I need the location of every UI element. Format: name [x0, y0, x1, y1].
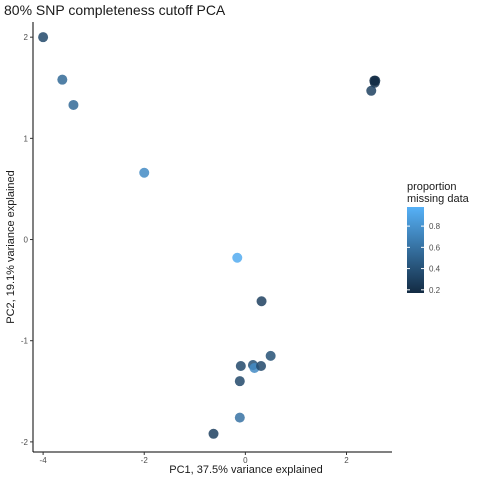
legend-tick-label: 0.2	[429, 286, 441, 295]
data-point	[57, 74, 68, 85]
y-axis-title: PC2, 19.1% variance explained	[5, 170, 17, 323]
x-tick-label: 2	[344, 456, 349, 465]
data-point	[208, 428, 219, 439]
data-point	[256, 296, 267, 307]
legend-tick-label: 0.4	[429, 265, 441, 274]
data-point	[68, 99, 79, 110]
data-point	[38, 32, 49, 43]
y-tick-label: 2	[24, 33, 29, 42]
data-point	[265, 350, 276, 361]
data-point	[234, 412, 245, 423]
data-points	[38, 32, 381, 439]
chart-title: 80% SNP completeness cutoff PCA	[4, 2, 226, 18]
legend-colorbar	[407, 207, 424, 293]
data-point	[366, 85, 377, 96]
legend-tick-label: 0.6	[429, 243, 441, 252]
x-tick-label: -4	[40, 456, 48, 465]
y-tick-label: -2	[21, 438, 29, 447]
x-axis-title: PC1, 37.5% variance explained	[169, 464, 322, 476]
x-tick-label: -2	[141, 456, 149, 465]
y-tick-label: -1	[21, 337, 29, 346]
y-tick-label: 0	[24, 236, 29, 245]
data-point	[235, 361, 246, 371]
data-point	[369, 75, 380, 86]
data-point	[234, 376, 245, 387]
legend-title: missing data	[407, 193, 470, 205]
legend-tick-label: 0.8	[429, 222, 441, 231]
data-point	[256, 361, 267, 371]
axes: -4 -2 0 2 -2 -1 0 1 2	[21, 22, 392, 465]
data-point	[232, 252, 243, 263]
x-tick-label: 0	[243, 456, 248, 465]
y-tick-label: 1	[24, 134, 29, 143]
data-point	[139, 167, 150, 178]
legend-title: proportion	[407, 181, 457, 193]
